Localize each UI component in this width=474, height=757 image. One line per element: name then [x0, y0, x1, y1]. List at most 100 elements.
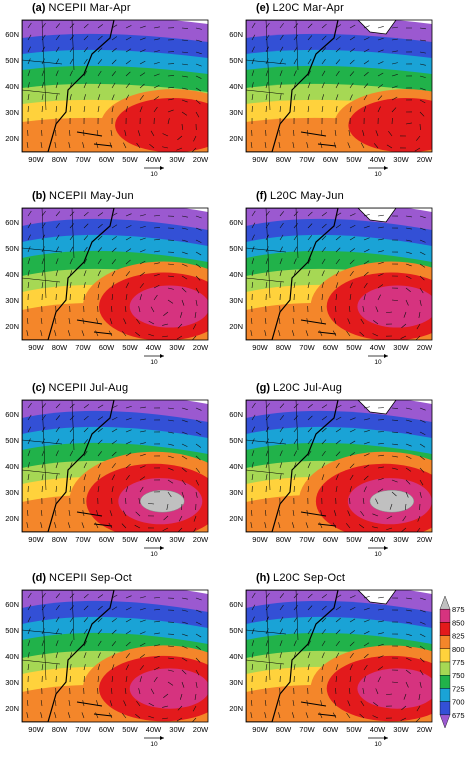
wind-vector	[321, 58, 326, 65]
wind-vector	[139, 283, 144, 289]
wind-vector	[349, 452, 355, 457]
wind-vector	[419, 75, 426, 78]
wind-vector	[391, 467, 398, 470]
wind-vector	[375, 306, 379, 313]
wind-vector	[293, 35, 298, 41]
wind-vector	[375, 130, 379, 137]
wind-vector	[251, 450, 255, 457]
wind-vector	[321, 416, 327, 421]
wind-vector	[27, 510, 29, 517]
lat-tick-label: 20N	[5, 322, 19, 331]
wind-vector	[163, 311, 169, 317]
wind-vector	[377, 676, 381, 683]
colorbar-label: 875	[452, 605, 465, 614]
wind-vector	[83, 439, 89, 445]
panel-months: May-Jun	[300, 190, 344, 202]
lat-tick-label: 40N	[5, 82, 19, 91]
wind-vector	[307, 282, 310, 289]
wind-vector	[347, 700, 351, 707]
wind-vector	[419, 123, 421, 131]
wind-vector	[139, 453, 146, 457]
wind-vector	[41, 70, 45, 77]
lon-tick-label: 90W	[28, 725, 44, 734]
wind-vector	[167, 479, 174, 484]
wind-vector	[307, 270, 311, 277]
wind-vector	[41, 106, 43, 113]
lon-tick-label: 90W	[252, 725, 268, 734]
coastline	[22, 400, 115, 532]
wind-vector	[69, 474, 72, 481]
panel-title: (d) NCEPII Sep-Oct	[32, 572, 132, 584]
wind-vector	[419, 609, 426, 613]
wind-vector	[377, 284, 384, 289]
wind-vector	[136, 700, 141, 707]
wind-vector	[333, 700, 337, 707]
panel-months: Sep-Oct	[303, 572, 346, 584]
wind-vector	[377, 488, 384, 493]
lon-tick-label: 90W	[28, 155, 44, 164]
wind-vector	[372, 715, 379, 719]
wind-vector	[153, 215, 160, 217]
wind-vector	[306, 142, 309, 149]
panel-months: May-Jun	[90, 190, 134, 202]
wind-vector	[40, 700, 43, 707]
wind-vector	[97, 462, 102, 469]
wind-vector	[55, 106, 57, 113]
wind-vector	[27, 474, 30, 481]
wind-vector	[148, 715, 155, 719]
wind-vector	[195, 431, 202, 436]
wind-vector	[251, 604, 256, 611]
wind-vector	[97, 235, 103, 241]
wind-vector	[363, 676, 366, 683]
wind-vector	[111, 306, 113, 313]
wind-vector	[405, 681, 409, 688]
wind-vector	[55, 640, 59, 647]
wind-vector	[195, 467, 200, 473]
wind-vector	[97, 427, 103, 433]
wind-vector	[55, 282, 58, 289]
wind-vector	[40, 318, 43, 325]
wind-vector	[321, 617, 327, 623]
wind-vector	[111, 259, 117, 265]
wind-vector	[81, 712, 85, 719]
panel-dataset: L20C	[272, 2, 303, 14]
wind-vector	[363, 249, 370, 253]
wind-vector	[401, 323, 407, 329]
wind-vector	[111, 676, 114, 683]
wind-vector	[335, 641, 340, 647]
lon-tick-label: 20W	[193, 725, 209, 734]
wind-vector	[27, 22, 32, 29]
wind-vector	[69, 664, 72, 671]
wind-vector	[251, 270, 254, 277]
wind-vector	[293, 234, 298, 241]
wind-vector	[41, 450, 45, 457]
wind-vector	[27, 210, 32, 217]
wind-vector	[195, 609, 202, 613]
wind-vector	[373, 143, 379, 149]
lon-tick-label: 50W	[346, 155, 362, 164]
wind-vector	[349, 82, 354, 89]
wind-vector	[69, 438, 74, 445]
lat-tick-label: 50N	[229, 56, 243, 65]
wind-vector	[153, 61, 160, 65]
wind-vector	[41, 593, 46, 599]
wind-vector	[148, 333, 155, 337]
wind-vector	[251, 258, 255, 265]
wind-vector	[83, 628, 88, 635]
wind-vector	[97, 617, 103, 623]
wind-vector	[419, 419, 426, 423]
wind-vector	[27, 640, 31, 647]
wind-vector	[360, 511, 365, 517]
wind-vector	[265, 210, 270, 217]
lon-tick-label: 30W	[169, 725, 185, 734]
wind-vector	[192, 323, 197, 330]
wind-vector	[349, 71, 355, 77]
wind-vector	[26, 330, 29, 337]
wind-vector	[363, 464, 370, 469]
wind-vector	[139, 430, 146, 433]
wind-vector	[349, 440, 356, 445]
wind-vector	[111, 606, 118, 611]
wind-vector	[293, 23, 299, 29]
wind-vector	[181, 239, 188, 242]
wind-vector	[307, 223, 313, 229]
